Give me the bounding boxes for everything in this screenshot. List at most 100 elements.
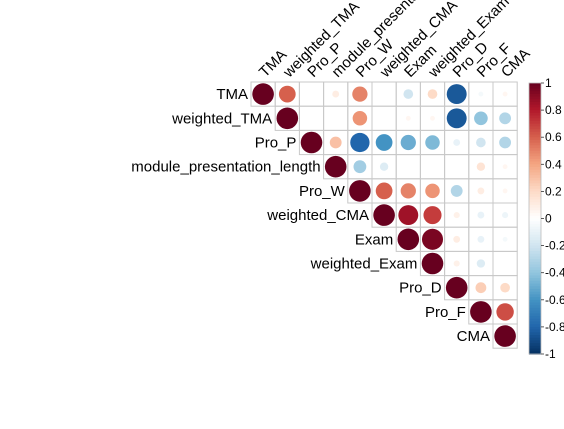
- corr-circle-weighted_TMA-CMA: [499, 112, 512, 125]
- row-label: Pro_P: [255, 135, 297, 152]
- colorbar-segment: [529, 259, 541, 263]
- colorbar-segment: [529, 348, 541, 352]
- colorbar-segment: [529, 313, 541, 317]
- grid-cell: [371, 105, 397, 131]
- colorbar-segment: [529, 110, 541, 114]
- colorbar-segment: [529, 321, 541, 325]
- colorbar-segment: [529, 335, 541, 339]
- corr-circle-Pro_W-Pro_W: [349, 180, 371, 202]
- column-labels: TMAweighted_TMAPro_Pmodule_presentation_…: [256, 0, 534, 82]
- corr-circle-Exam-Pro_D: [453, 235, 461, 243]
- colorbar-segment: [529, 245, 541, 249]
- corr-circle-weighted_TMA-Pro_W: [352, 111, 368, 126]
- corr-circle-TMA-CMA: [502, 91, 508, 97]
- corr-circle-weighted_CMA-Pro_F: [477, 211, 485, 219]
- row-label: module_presentation_length: [131, 159, 320, 176]
- grid-cell: [395, 154, 421, 180]
- colorbar-segment: [529, 199, 541, 203]
- corr-circle-module_presentation_length-Pro_F: [476, 162, 486, 171]
- colorbar-segment: [529, 340, 541, 344]
- colorbar-segment: [529, 269, 541, 274]
- colorbar-tick-label: 0.4: [545, 157, 562, 171]
- colorbar-segment: [529, 85, 541, 90]
- colorbar-segment: [529, 310, 541, 314]
- row-label: Pro_W: [299, 183, 346, 200]
- colorbar-segment: [529, 191, 541, 195]
- row-label: weighted_Exam: [310, 256, 418, 273]
- corr-circle-Pro_W-Pro_D: [450, 184, 463, 197]
- corr-circle-weighted_CMA-CMA: [502, 212, 509, 219]
- colorbar-segment: [529, 118, 541, 122]
- corr-circle-weighted_CMA-weighted_Exam: [423, 206, 442, 225]
- corr-circle-Pro_D-Pro_D: [445, 276, 468, 299]
- colorbar-segment: [529, 91, 541, 95]
- colorbar-segment: [529, 194, 541, 198]
- colorbar-segment: [529, 150, 541, 155]
- colorbar-segment: [529, 93, 541, 98]
- colorbar-segment: [529, 251, 541, 255]
- colorbar-segment: [529, 156, 541, 160]
- colorbar-segment: [529, 324, 541, 328]
- colorbar-segment: [529, 185, 541, 190]
- colorbar-segment: [529, 343, 541, 347]
- colorbar-tick-label: -0.8: [545, 320, 564, 334]
- colorbar-segment: [529, 161, 541, 165]
- corr-circle-Pro_P-Pro_D: [453, 139, 461, 146]
- colorbar-segment: [529, 164, 541, 168]
- colorbar-tick-label: 1: [545, 76, 552, 90]
- colorbar-segment: [529, 96, 541, 100]
- grid-cell: [444, 154, 470, 180]
- colorbar-segment: [529, 129, 541, 133]
- corr-circle-Pro_P-Pro_W: [350, 132, 370, 153]
- colorbar-segment: [529, 278, 541, 282]
- corr-circle-Pro_W-weighted_CMA: [375, 182, 393, 200]
- colorbar-segment: [529, 337, 541, 342]
- corr-circle-weighted_Exam-Pro_F: [476, 259, 486, 268]
- corr-circle-Pro_D-CMA: [500, 282, 510, 293]
- colorbar-segment: [529, 288, 541, 293]
- corr-circle-Pro_F-CMA: [496, 303, 514, 321]
- colorbar-segment: [529, 267, 541, 271]
- grid: [250, 81, 518, 349]
- corr-circle-TMA-TMA: [252, 83, 274, 105]
- colorbar: 1 0.8 0.6 0.4 0.2 0 -0.2 -0.4 -0.6 -0.8 -1: [528, 76, 564, 361]
- colorbar-segment: [529, 234, 541, 239]
- colorbar-segment: [529, 169, 541, 174]
- colorbar-segment: [529, 148, 541, 152]
- colorbar-segment: [529, 183, 541, 187]
- colorbar-tick-label: 0.2: [545, 184, 562, 198]
- colorbar-segment: [529, 188, 541, 192]
- colorbar-segment: [529, 297, 541, 301]
- colorbar-segment: [529, 264, 541, 268]
- colorbar-tick-label: 0: [545, 212, 552, 226]
- corr-circle-weighted_Exam-weighted_Exam: [421, 252, 444, 275]
- colorbar-segment: [529, 286, 541, 290]
- corr-circle-weighted_CMA-Pro_D: [453, 212, 460, 219]
- corr-circle-Pro_F-Pro_F: [470, 301, 492, 323]
- colorbar-segment: [529, 137, 541, 141]
- colorbar-segment: [529, 99, 541, 103]
- colorbar-segment: [529, 167, 541, 171]
- colorbar-segment: [529, 131, 541, 136]
- colorbar-segment: [529, 221, 541, 225]
- colorbar-segment: [529, 283, 541, 287]
- corr-circle-TMA-Pro_F: [478, 91, 484, 97]
- colorbar-segment: [529, 180, 541, 184]
- corr-circle-Exam-Pro_F: [477, 235, 485, 243]
- corr-circle-Pro_W-weighted_Exam: [425, 183, 440, 199]
- row-label: CMA: [457, 328, 490, 345]
- corr-circle-module_presentation_length-CMA: [502, 164, 508, 170]
- corr-circle-weighted_TMA-Pro_F: [474, 111, 488, 126]
- colorbar-segment: [529, 83, 541, 87]
- corr-circle-CMA-CMA: [494, 325, 516, 347]
- colorbar-segment: [529, 229, 541, 233]
- colorbar-segment: [529, 332, 541, 336]
- colorbar-segment: [529, 294, 541, 298]
- colorbar-segment: [529, 275, 541, 279]
- colorbar-segment: [529, 112, 541, 117]
- colorbar-segment: [529, 210, 541, 214]
- colorbar-segment: [529, 326, 541, 331]
- colorbar-segment: [529, 139, 541, 144]
- colorbar-tick-label: 0.8: [545, 103, 562, 117]
